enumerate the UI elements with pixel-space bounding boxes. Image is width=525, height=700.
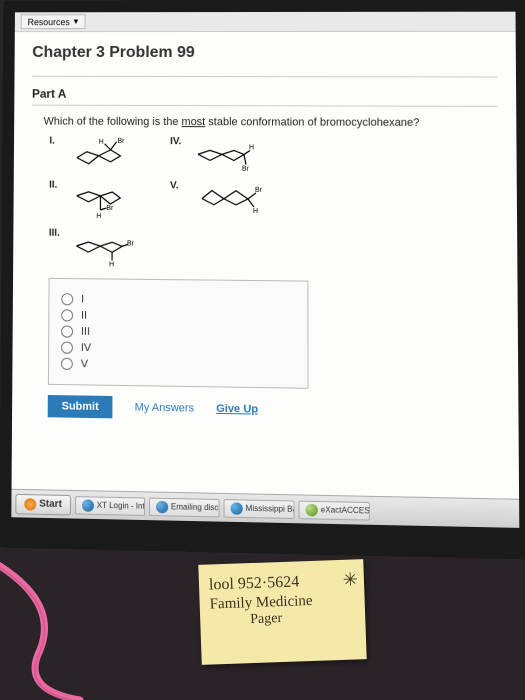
taskbar-item[interactable]: XT Login - Int...	[75, 496, 145, 516]
divider	[32, 76, 497, 78]
sticky-note: ✳ lool 952·5624 Family Medicine Pager	[198, 559, 366, 665]
svg-text:H: H	[96, 213, 101, 220]
chair-conformation-icon: Br H	[71, 136, 131, 174]
taskbar-item-label: Mississippi Ba...	[246, 504, 295, 514]
diagram-item: II. Br H	[49, 180, 130, 223]
diagram-label: II.	[49, 180, 65, 191]
question-pre: Which of the following is the	[44, 116, 182, 128]
problem-content: Chapter 3 Problem 99 Part A Which of the…	[12, 32, 519, 438]
svg-text:Br: Br	[118, 138, 126, 145]
asterisk-icon: ✳	[342, 569, 358, 591]
app-icon	[156, 500, 168, 513]
start-button[interactable]: Start	[15, 493, 71, 515]
taskbar-item[interactable]: Mississippi Ba...	[223, 499, 294, 519]
give-up-link[interactable]: Give Up	[216, 403, 258, 416]
radio-input[interactable]	[61, 358, 73, 370]
diagram-grid: I. Br H	[49, 136, 499, 271]
svg-text:Br: Br	[242, 166, 250, 173]
option-row[interactable]: II	[61, 309, 295, 324]
browser-topbar: Resources ▾	[15, 12, 516, 32]
resources-label: Resources	[28, 17, 70, 27]
radio-input[interactable]	[61, 325, 73, 337]
chapter-title: Chapter 3 Problem 99	[32, 44, 497, 62]
option-row[interactable]: IV	[61, 342, 295, 357]
chair-conformation-icon: H Br	[192, 136, 256, 175]
sticky-line: Pager	[250, 608, 355, 628]
taskbar-item-label: Emailing disch...	[171, 502, 219, 512]
svg-text:H: H	[249, 144, 254, 151]
option-row[interactable]: I	[61, 293, 295, 308]
chair-conformation-icon: Br H	[71, 180, 131, 223]
my-answers-link[interactable]: My Answers	[135, 401, 194, 414]
taskbar-item-label: eXactACCESS...	[321, 505, 370, 516]
option-label: I	[81, 293, 84, 305]
app-icon	[82, 499, 94, 511]
app-icon	[305, 503, 317, 516]
diagram-item: III. Br H	[49, 228, 134, 267]
radio-input[interactable]	[61, 293, 73, 305]
diagram-label: I.	[49, 136, 65, 147]
chair-conformation-icon: Br H	[70, 228, 134, 267]
sticky-line: lool 952·5624	[209, 571, 355, 594]
diagram-label: III.	[49, 228, 65, 239]
svg-text:Br: Br	[127, 240, 134, 247]
boat-conformation-icon: Br H	[192, 180, 262, 219]
taskbar-item[interactable]: Emailing disch...	[149, 497, 219, 517]
screen: Resources ▾ Chapter 3 Problem 99 Part A …	[11, 12, 519, 528]
radio-input[interactable]	[61, 309, 73, 321]
option-row[interactable]: III	[61, 325, 295, 340]
resources-dropdown[interactable]: Resources ▾	[21, 14, 85, 29]
chevron-down-icon: ▾	[74, 16, 79, 27]
app-icon	[230, 502, 242, 515]
submit-button[interactable]: Submit	[48, 395, 113, 418]
radio-input[interactable]	[61, 342, 73, 354]
part-label: Part A	[32, 87, 498, 102]
diagram-label: V.	[170, 180, 186, 191]
svg-text:H: H	[99, 139, 104, 146]
option-label: III	[81, 326, 90, 338]
option-label: V	[81, 358, 88, 370]
taskbar-item-label: XT Login - Int...	[97, 501, 145, 511]
option-label: II	[81, 309, 87, 321]
divider	[32, 105, 498, 107]
question-post: stable conformation of bromocyclohexane?	[205, 116, 419, 129]
action-row: Submit My Answers Give Up	[48, 395, 500, 425]
question-underlined: most	[182, 116, 206, 128]
windows-taskbar: Start XT Login - Int... Emailing disch..…	[11, 489, 519, 528]
svg-text:Br: Br	[106, 205, 114, 212]
question-text: Which of the following is the most stabl…	[44, 116, 498, 130]
monitor-bezel: Resources ▾ Chapter 3 Problem 99 Part A …	[0, 0, 525, 559]
option-row[interactable]: V	[61, 358, 295, 374]
diagram-label: IV.	[170, 136, 186, 147]
option-label: IV	[81, 342, 91, 354]
taskbar-item[interactable]: eXactACCESS...	[298, 500, 369, 520]
svg-text:Br: Br	[255, 187, 262, 194]
start-label: Start	[39, 498, 62, 510]
diagram-item: I. Br H	[49, 136, 130, 174]
diagram-item: V. Br H	[170, 180, 262, 219]
start-orb-icon	[24, 498, 36, 510]
diagram-item: IV. H Br	[170, 136, 256, 175]
svg-text:H: H	[253, 208, 258, 215]
svg-text:H: H	[109, 261, 114, 266]
answer-options-box: I II III IV V	[48, 278, 309, 389]
